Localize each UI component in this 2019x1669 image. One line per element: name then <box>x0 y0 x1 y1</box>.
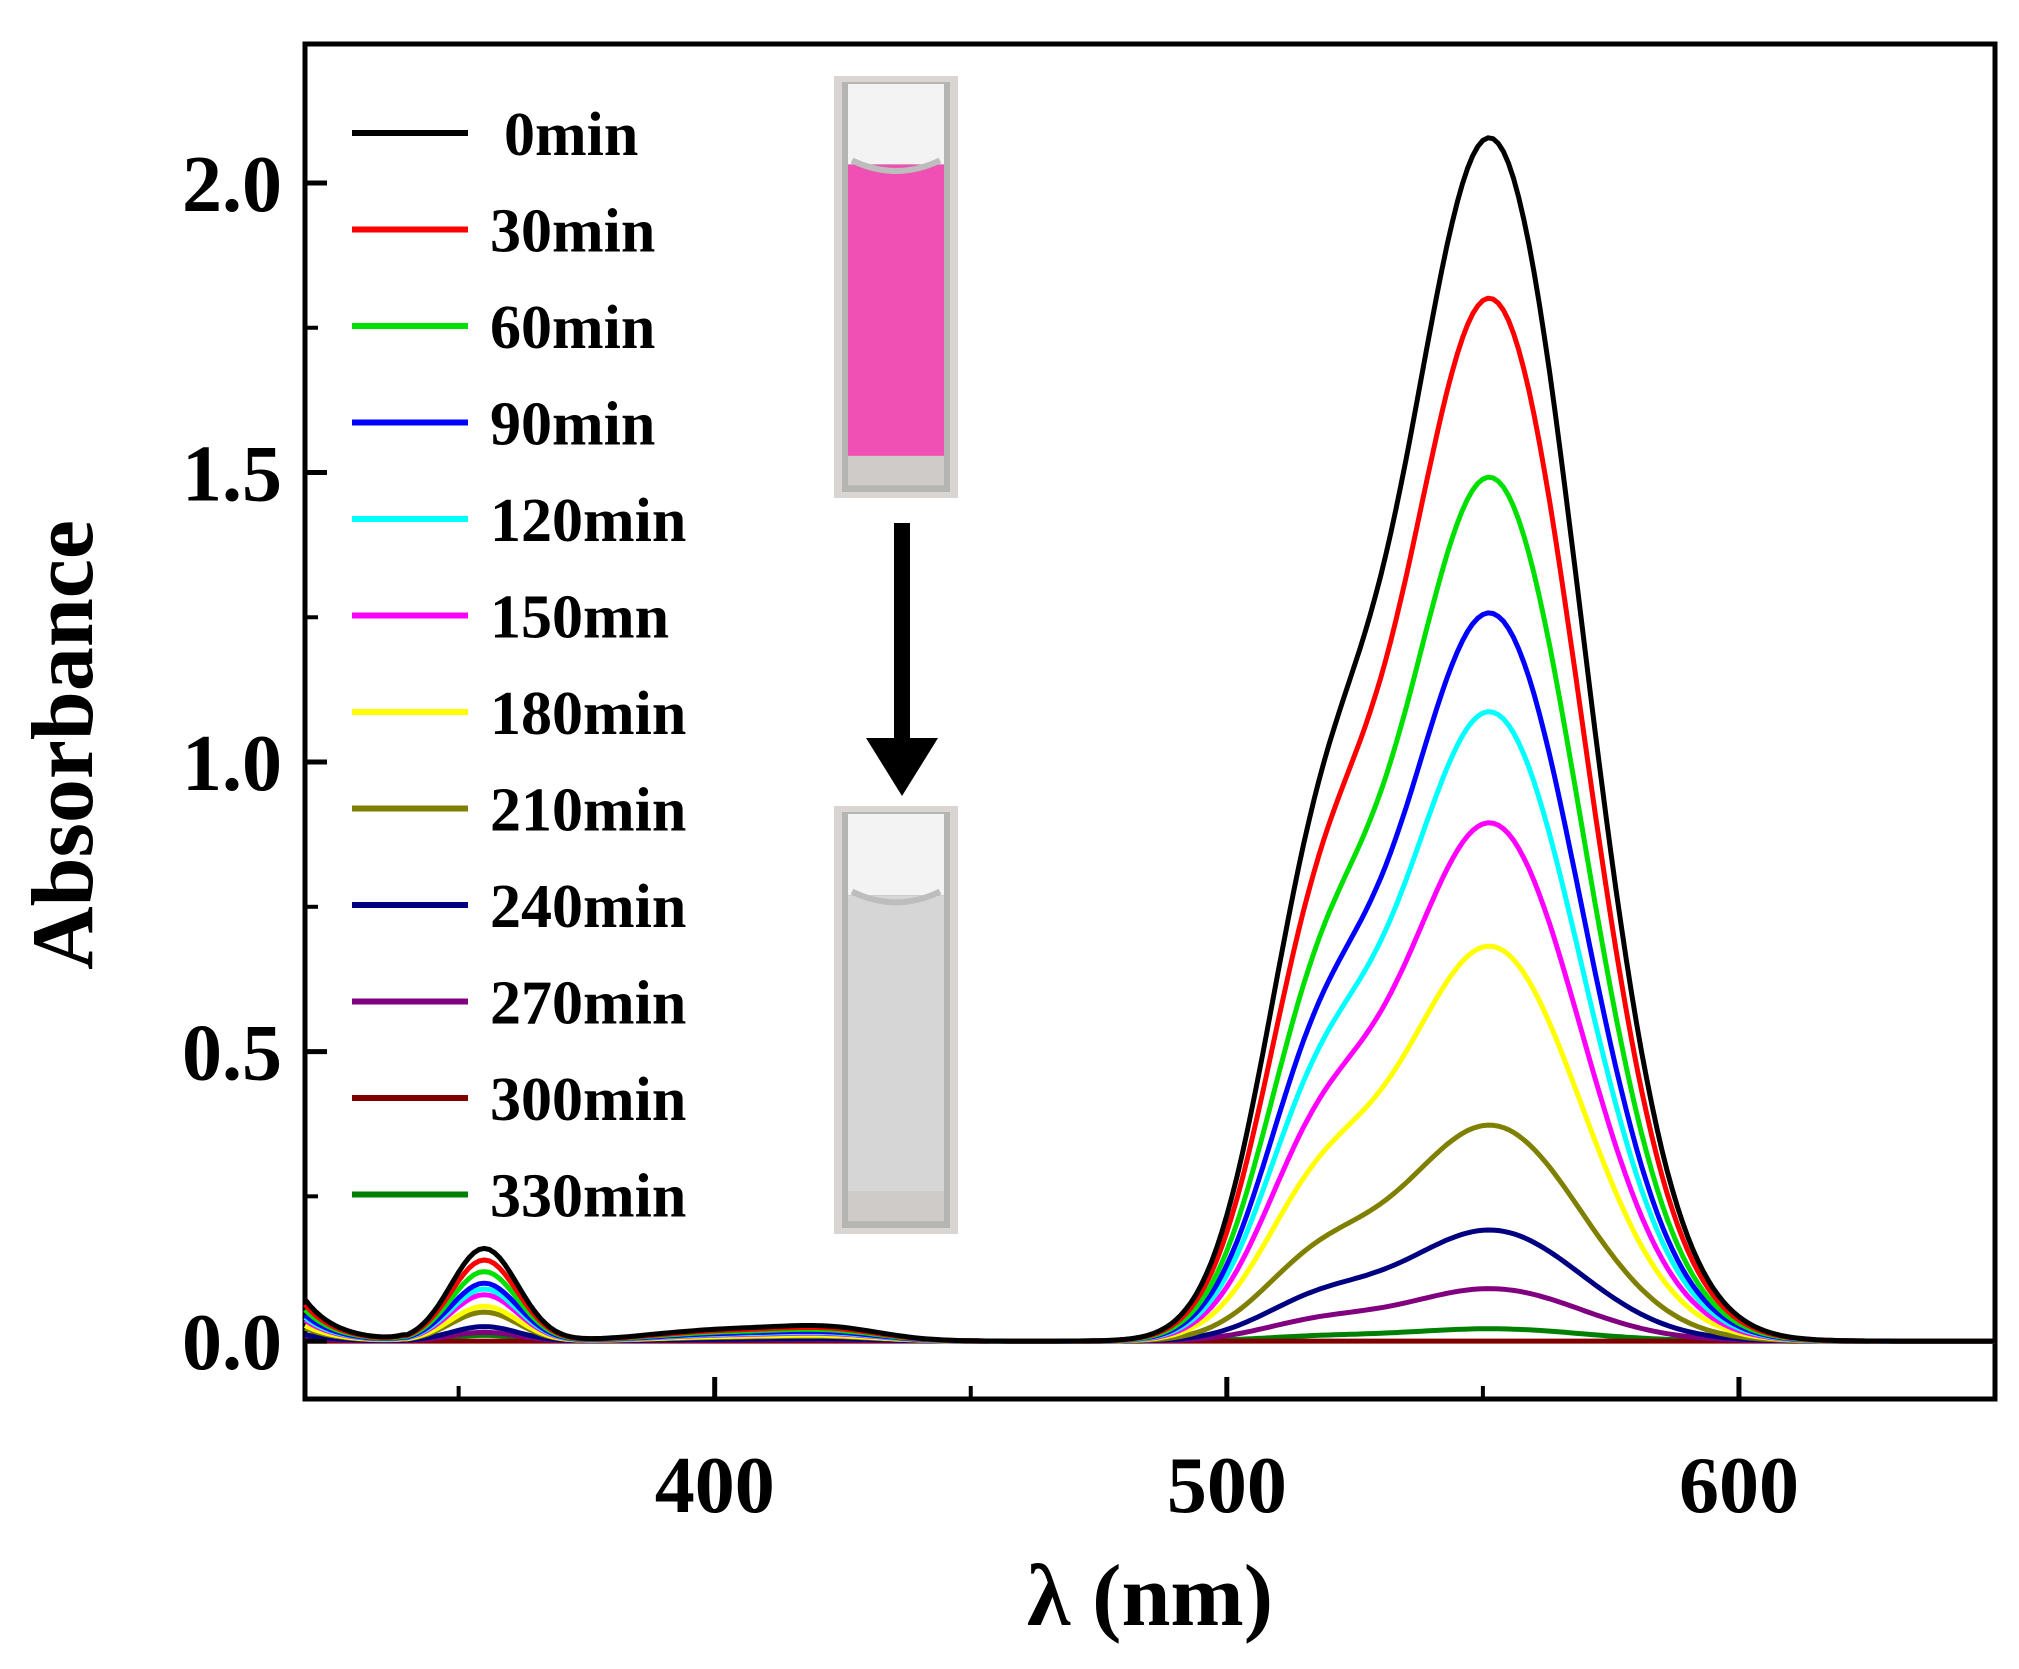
legend-item: 0min <box>352 101 638 169</box>
arrow-down-icon <box>866 738 938 796</box>
series-line-0min <box>303 135 1995 1344</box>
y-tick-label: 1.5 <box>182 431 282 519</box>
x-tick-label: 600 <box>1679 1442 1799 1530</box>
cuvette-top <box>848 814 944 896</box>
x-tick-label: 500 <box>1167 1442 1287 1530</box>
tick-layer: 400 500 600 0.0 0.5 1.0 1.5 2.0 <box>182 141 1799 1530</box>
legend-item: 330min <box>352 1163 686 1231</box>
legend-item: 210min <box>352 777 686 845</box>
legend-label: 150mn <box>490 584 669 652</box>
y-tick-label: 0.5 <box>182 1010 282 1098</box>
legend-label: 300min <box>490 1066 686 1134</box>
legend-item: 30min <box>352 198 655 266</box>
plot-frame <box>302 41 1998 1402</box>
inset-cuvette-before <box>834 76 958 498</box>
cuvette-base <box>848 455 944 486</box>
legend-item: 120min <box>352 487 686 555</box>
legend-label: 90min <box>490 391 655 459</box>
legend-item: 90min <box>352 391 655 459</box>
legend-item: 300min <box>352 1066 686 1134</box>
y-tick-label: 0.0 <box>182 1299 282 1387</box>
series-line-210min <box>304 1122 1995 1344</box>
x-axis-title: λ (nm) <box>1027 1548 1273 1645</box>
legend-label: 240min <box>490 873 686 941</box>
legend-label: 210min <box>490 777 686 845</box>
cuvette-base <box>848 1191 944 1222</box>
meniscus <box>850 888 942 906</box>
legend-label: 0min <box>504 101 638 169</box>
legend-item: 180min <box>352 680 686 748</box>
cuvette-insets <box>834 76 958 1234</box>
y-tick-label: 2.0 <box>182 141 282 229</box>
legend: 0min 30min 60min 90min 120min 150mn 180min 210m… <box>352 101 686 1231</box>
cuvette-liquid <box>848 164 944 469</box>
cuvette-top <box>848 84 944 165</box>
series-layer <box>303 135 1995 1344</box>
legend-item: 270min <box>352 970 686 1038</box>
legend-label: 120min <box>490 487 686 555</box>
cuvette-liquid <box>848 895 944 1205</box>
y-tick-label: 1.0 <box>182 720 282 808</box>
legend-label: 270min <box>490 970 686 1038</box>
meniscus <box>850 157 942 174</box>
y-axis-title: Absorbance <box>15 520 112 970</box>
legend-item: 150mn <box>352 584 669 652</box>
legend-label: 60min <box>490 294 655 362</box>
legend-label: 180min <box>490 680 686 748</box>
legend-item: 60min <box>352 294 655 362</box>
inset-cuvette-after <box>834 806 958 1234</box>
legend-item: 240min <box>352 873 686 941</box>
legend-label: 330min <box>490 1163 686 1231</box>
x-tick-label: 400 <box>655 1442 775 1530</box>
arrow-shaft <box>894 523 910 738</box>
legend-label: 30min <box>490 198 655 266</box>
